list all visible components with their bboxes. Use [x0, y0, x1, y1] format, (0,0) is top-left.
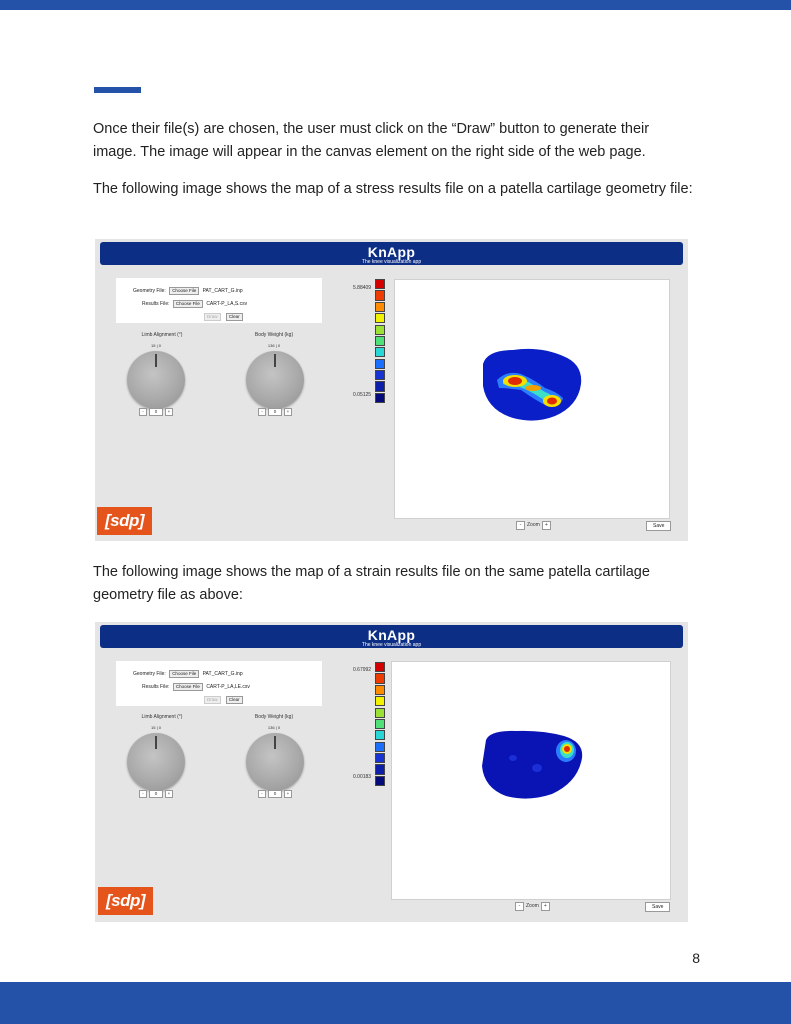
body-weight-stepper: -0 + [258, 790, 294, 798]
page-number: 8 [692, 950, 700, 966]
results-choose-file-button[interactable]: Choose File [172, 300, 203, 308]
limb-increment-button[interactable]: + [165, 408, 173, 416]
limb-decrement-button[interactable]: - [139, 790, 147, 798]
results-file-label: Results File: [142, 684, 170, 690]
body-weight-label: Body Weight (kg) [254, 714, 294, 720]
form-actions: Draw Clear [202, 313, 245, 321]
clear-button[interactable]: Clear [225, 313, 243, 321]
save-button[interactable]: Save [645, 902, 671, 912]
body-weight-knob[interactable] [246, 351, 304, 409]
body-weight-range: 136 | 0 [267, 343, 281, 348]
top-accent-bar [0, 0, 791, 10]
limb-alignment-stepper: -0 + [139, 408, 175, 416]
weight-value-field[interactable]: 0 [268, 408, 282, 416]
strain-map-screenshot: KnApp The knee visualization app Geometr… [95, 622, 688, 922]
zoom-out-button[interactable]: - [515, 902, 524, 911]
app-title: KnApp [367, 627, 416, 643]
app-header-banner: KnApp The knee visualization app [100, 242, 683, 265]
zoom-in-button[interactable]: + [541, 521, 551, 530]
geometry-file-row: Geometry File: Choose File PAT_CART_G.in… [133, 287, 243, 295]
geometry-choose-file-button[interactable]: Choose File [169, 287, 200, 295]
geometry-file-name: PAT_CART_G.inp [202, 288, 243, 294]
zoom-label: Zoom [526, 903, 539, 909]
legend-min-value: 0.00183 [353, 774, 372, 780]
save-button[interactable]: Save [646, 521, 672, 531]
results-file-label: Results File: [142, 301, 170, 307]
results-file-row: Results File: Choose File CART-P_LA,S.cs… [142, 300, 247, 308]
stress-map-screenshot: KnApp The knee visualization app Geometr… [95, 239, 688, 541]
section-accent-line [94, 87, 141, 93]
legend-min-value: 0.05125 [353, 392, 372, 398]
geometry-file-name: PAT_CART_G.inp [202, 671, 243, 677]
results-file-name: CART-P_LA,S.csv [206, 301, 248, 307]
body-weight-label: Body Weight (kg) [254, 332, 294, 338]
app-subtitle: The knee visualization app [361, 642, 422, 648]
limb-alignment-range: 15 | 0 [151, 343, 161, 348]
zoom-in-button[interactable]: + [540, 902, 550, 911]
body-weight-knob[interactable] [246, 733, 304, 791]
zoom-out-button[interactable]: - [516, 521, 525, 530]
sdp-logo: [sdp] [98, 887, 153, 915]
results-choose-file-button[interactable]: Choose File [172, 683, 203, 691]
zoom-controls: - Zoom + [514, 521, 553, 530]
app-title: KnApp [367, 244, 416, 260]
geometry-choose-file-button[interactable]: Choose File [169, 670, 200, 678]
color-legend [375, 662, 385, 787]
limb-alignment-range: 15 | 0 [151, 725, 161, 730]
limb-value-field[interactable]: 0 [149, 790, 163, 798]
legend-max-value: 5.88409 [353, 285, 372, 291]
weight-increment-button[interactable]: + [284, 408, 292, 416]
file-form: Geometry File: Choose File PAT_CART_G.in… [116, 278, 322, 323]
limb-decrement-button[interactable]: - [139, 408, 147, 416]
body-weight-range: 136 | 0 [267, 725, 281, 730]
weight-decrement-button[interactable]: - [258, 408, 266, 416]
limb-increment-button[interactable]: + [165, 790, 173, 798]
bottom-accent-bar [0, 982, 791, 1024]
app-subtitle: The knee visualization app [361, 259, 422, 265]
geometry-file-label: Geometry File: [133, 671, 166, 677]
weight-decrement-button[interactable]: - [258, 790, 266, 798]
clear-button[interactable]: Clear [225, 696, 243, 704]
limb-alignment-knob[interactable] [127, 351, 185, 409]
legend-max-value: 0.67992 [353, 667, 372, 673]
weight-increment-button[interactable]: + [284, 790, 292, 798]
draw-button[interactable]: Draw [204, 696, 221, 704]
weight-value-field[interactable]: 0 [268, 790, 282, 798]
visualization-canvas[interactable] [391, 661, 671, 900]
paragraph-strain-intro: The following image shows the map of a s… [93, 564, 650, 603]
geometry-file-row: Geometry File: Choose File PAT_CART_G.in… [133, 670, 243, 678]
app-header-banner: KnApp The knee visualization app [100, 625, 683, 648]
stress-map-render [483, 348, 582, 421]
body-weight-stepper: -0 + [258, 408, 294, 416]
paragraph-draw-instructions: Once their file(s) are chosen, the user … [93, 121, 650, 160]
sdp-logo: [sdp] [97, 507, 152, 535]
limb-value-field[interactable]: 0 [149, 408, 163, 416]
draw-button[interactable]: Draw [204, 313, 221, 321]
geometry-file-label: Geometry File: [133, 288, 166, 294]
results-file-row: Results File: Choose File CART-P_LA,LE.c… [142, 683, 250, 691]
limb-alignment-knob[interactable] [127, 733, 185, 791]
limb-alignment-stepper: -0 + [139, 790, 175, 798]
strain-map-render [482, 730, 583, 799]
zoom-controls: - Zoom + [513, 902, 552, 911]
form-actions: Draw Clear [202, 696, 245, 704]
results-file-name: CART-P_LA,LE.csv [206, 684, 250, 690]
zoom-label: Zoom [527, 522, 540, 528]
limb-alignment-label: Limb Alignment (°) [141, 332, 183, 338]
paragraph-stress-intro: The following image shows the map of a s… [93, 181, 693, 197]
file-form: Geometry File: Choose File PAT_CART_G.in… [116, 661, 322, 706]
color-legend [375, 279, 385, 404]
limb-alignment-label: Limb Alignment (°) [141, 714, 183, 720]
visualization-canvas[interactable] [394, 279, 670, 519]
